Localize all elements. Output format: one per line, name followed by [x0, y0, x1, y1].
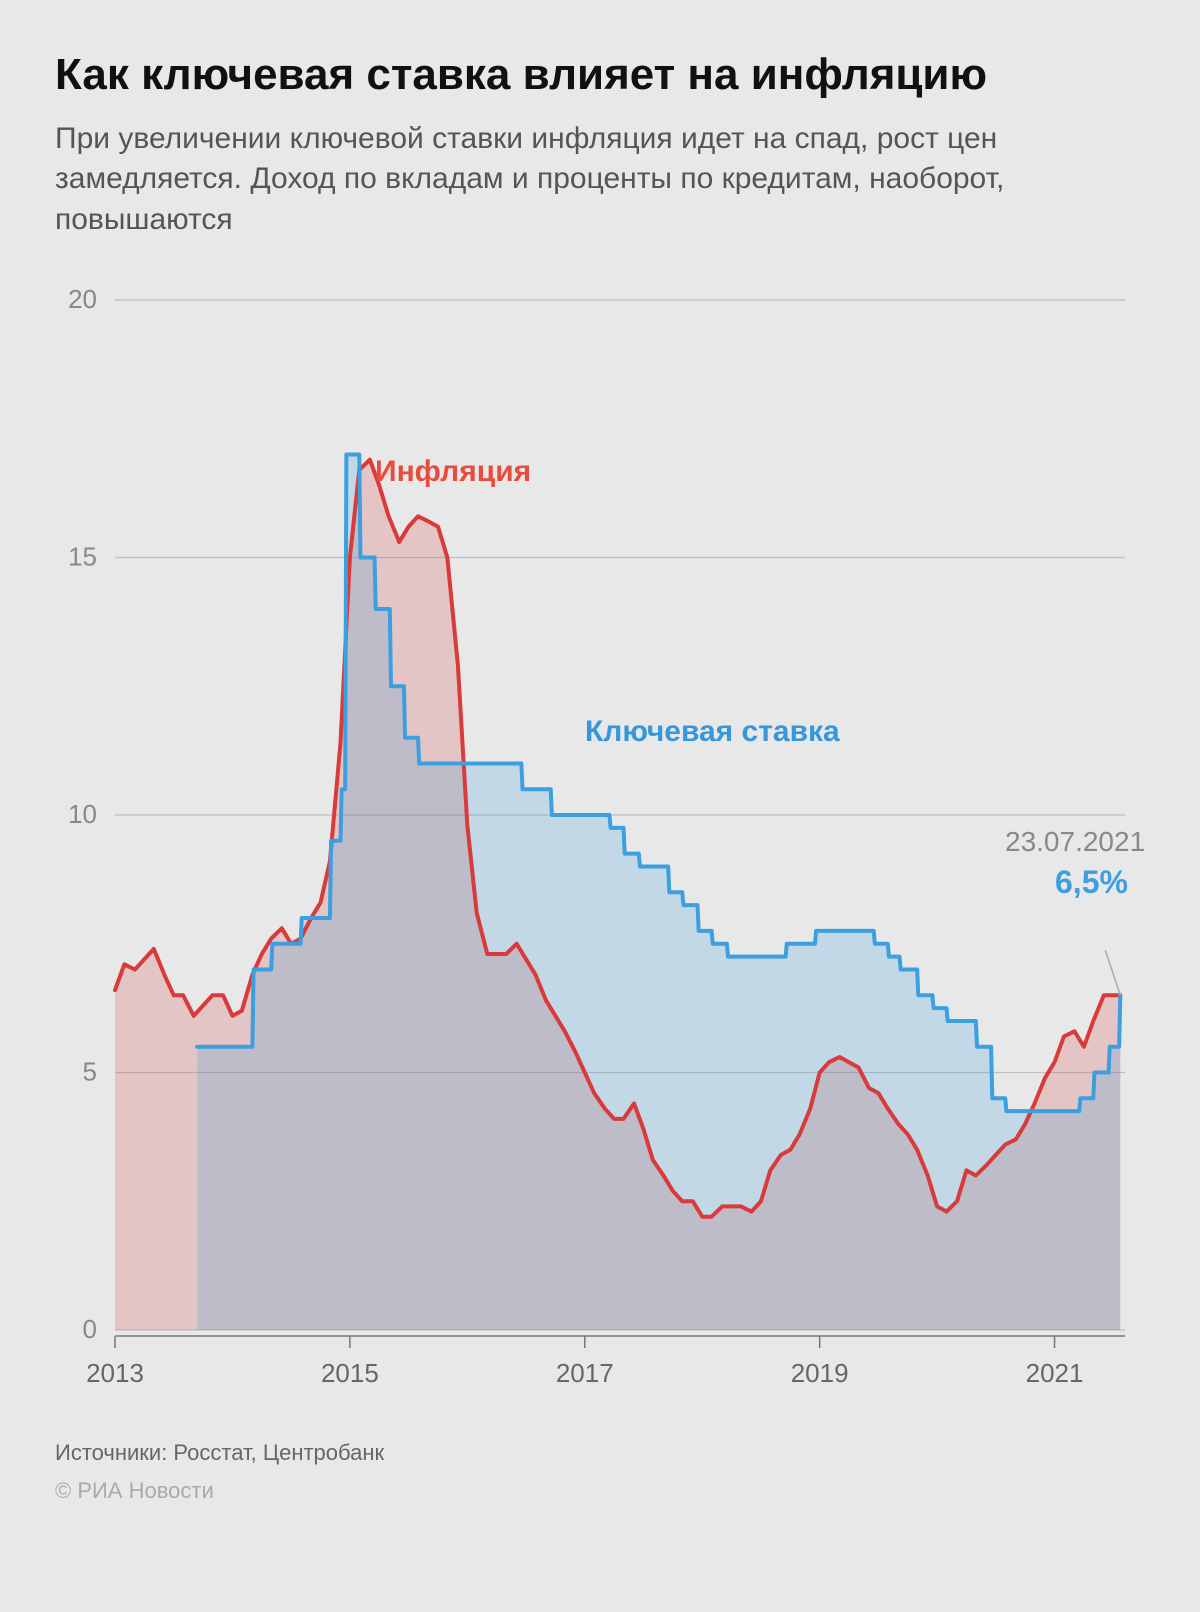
- chart-title: Как ключевая ставка влияет на инфляцию: [55, 50, 1145, 101]
- svg-text:2021: 2021: [1026, 1358, 1084, 1388]
- series-label-key-rate: Ключевая ставка: [585, 715, 840, 749]
- svg-text:2017: 2017: [556, 1358, 614, 1388]
- svg-text:2019: 2019: [791, 1358, 849, 1388]
- annotation-date: 23.07.2021: [1005, 826, 1145, 858]
- svg-text:10: 10: [68, 799, 97, 829]
- copyright-text: © РИА Новости: [55, 1478, 1145, 1504]
- svg-text:20: 20: [68, 284, 97, 314]
- svg-text:5: 5: [83, 1057, 97, 1087]
- line-chart: 0 5 10 15 20 2013 2015 2017 2019 2021: [55, 270, 1145, 1400]
- series-label-inflation: Инфляция: [375, 455, 531, 489]
- annotation-value: 6,5%: [1055, 864, 1128, 901]
- chart-container: 0 5 10 15 20 2013 2015 2017 2019 2021 Инфляция Кл…: [55, 270, 1145, 1405]
- source-text: Источники: Росстат, Центробанк: [55, 1440, 1145, 1466]
- svg-text:0: 0: [83, 1314, 97, 1344]
- svg-text:2015: 2015: [321, 1358, 379, 1388]
- svg-text:15: 15: [68, 542, 97, 572]
- svg-text:2013: 2013: [86, 1358, 144, 1388]
- chart-subtitle: При увеличении ключевой ставки инфляция …: [55, 119, 1145, 241]
